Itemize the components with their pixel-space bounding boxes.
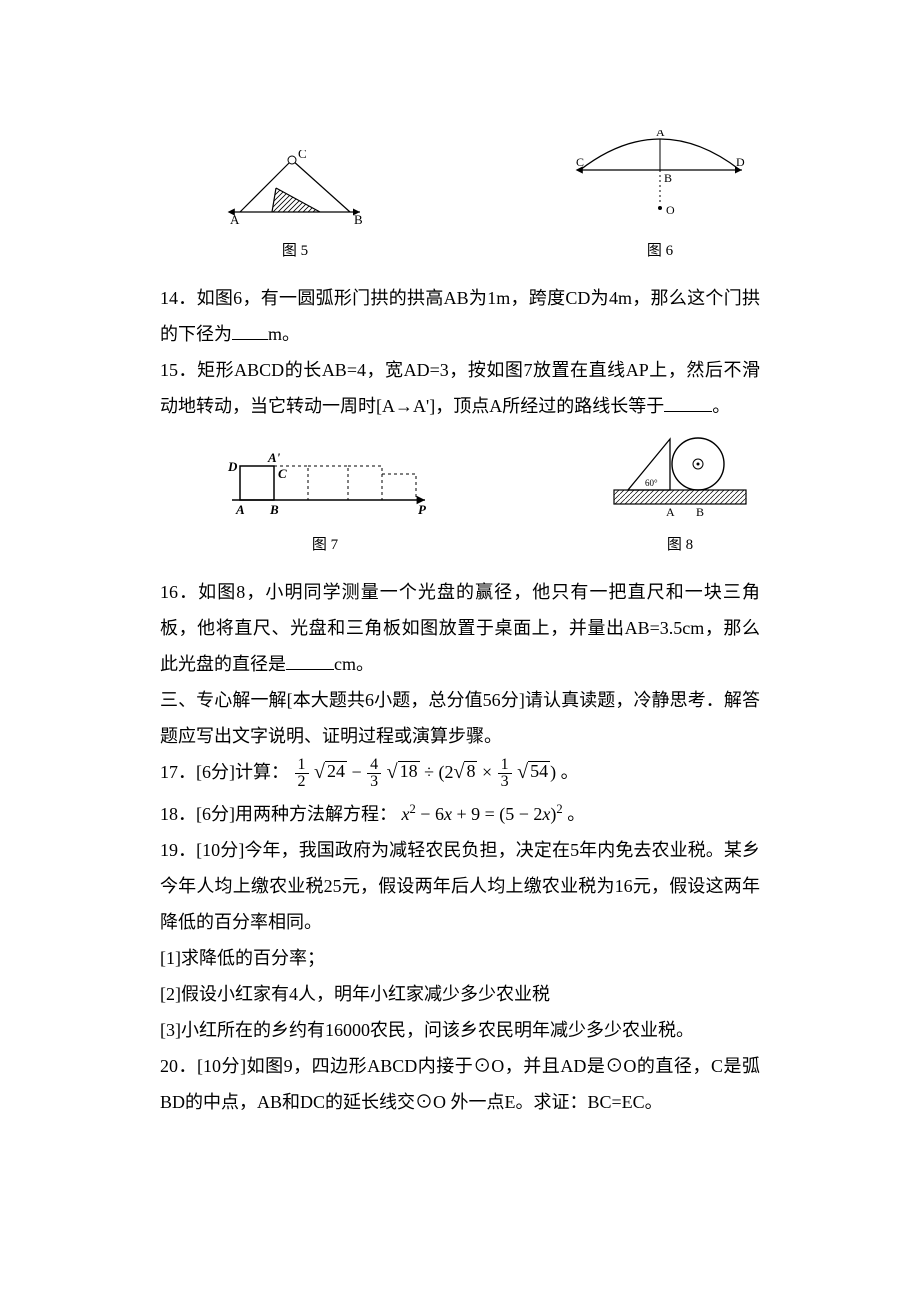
q15-suffix: 。 — [712, 396, 730, 416]
frac-1-2: 12 — [295, 757, 309, 792]
question-17: 17．[6分]计算： 12 √24 − 43 √18 ÷ (2√8 × 13 √… — [160, 754, 760, 791]
fig7-caption: 图 7 — [220, 533, 430, 554]
sqrt-18: √18 — [387, 754, 420, 790]
svg-text:B: B — [354, 212, 363, 227]
svg-text:B: B — [269, 502, 279, 517]
svg-text:60°: 60° — [645, 478, 658, 488]
svg-text:B: B — [696, 505, 704, 519]
q16-text: 16．如图8，小明同学测量一个光盘的赢径，他只有一把直尺和一块三角板，他将直尺、… — [160, 582, 760, 674]
section-3-heading: 三、专心解一解[本大题共6小题，总分值56分]请认真读题，冷静思考．解答题应写出… — [160, 682, 760, 754]
svg-text:D: D — [736, 155, 745, 169]
fig6-svg: A B C D O — [570, 130, 750, 230]
question-19-part3: [3]小红所在的乡约有16000农民，问该乡农民明年减少多少农业税。 — [160, 1012, 760, 1048]
fig5-svg: A B C — [220, 150, 370, 230]
figure-8: 60° A B 图 8 — [610, 434, 750, 554]
fig6-caption: 图 6 — [570, 239, 750, 260]
question-14: 14．如图6，有一圆弧形门拱的拱高AB为1m，跨度CD为4m，那么这个门拱的下径… — [160, 280, 760, 352]
sqrt-8: √8 — [454, 754, 478, 790]
figure-row-7-8: D A' C A B P 图 7 60° — [160, 434, 760, 554]
figure-5: A B C 图 5 — [220, 150, 370, 260]
q16-suffix: cm。 — [334, 654, 374, 674]
fig7-svg: D A' C A B P — [220, 444, 430, 524]
svg-text:P: P — [418, 502, 427, 517]
fig5-caption: 图 5 — [220, 239, 370, 260]
q14-suffix: m。 — [268, 324, 300, 344]
figure-row-5-6: A B C 图 5 A B C D O 图 6 — [160, 130, 760, 260]
question-15: 15．矩形ABCD的长AB=4，宽AD=3，按如图7放置在直线AP上，然后不滑动… — [160, 352, 760, 424]
svg-text:D: D — [227, 459, 238, 474]
svg-text:A: A — [235, 502, 245, 517]
q15-blank — [664, 391, 712, 412]
q14-blank — [232, 319, 268, 340]
fig8-svg: 60° A B — [610, 434, 750, 524]
q16-blank — [286, 649, 334, 670]
figure-6: A B C D O 图 6 — [570, 130, 750, 260]
figure-7: D A' C A B P 图 7 — [220, 444, 430, 554]
svg-text:C: C — [576, 155, 584, 169]
svg-text:A': A' — [267, 450, 281, 465]
svg-text:O: O — [666, 203, 675, 217]
q17-prefix: 17．[6分]计算： — [160, 762, 289, 782]
question-20: 20．[10分]如图9，四边形ABCD内接于⊙O，并且AD是⊙O的直径，C是弧B… — [160, 1048, 760, 1120]
sqrt-54: √54 — [517, 754, 550, 790]
sqrt-24: √24 — [314, 754, 347, 790]
question-16: 16．如图8，小明同学测量一个光盘的赢径，他只有一把直尺和一块三角板，他将直尺、… — [160, 574, 760, 682]
q18-prefix: 18．[6分]用两种方法解方程： — [160, 804, 397, 824]
svg-text:A: A — [666, 505, 675, 519]
question-19-part2: [2]假设小红家有4人，明年小红家减少多少农业税 — [160, 976, 760, 1012]
question-18: 18．[6分]用两种方法解方程： x2 − 6x + 9 = (5 − 2x)2… — [160, 791, 760, 832]
question-19-part1: [1]求降低的百分率； — [160, 940, 760, 976]
frac-1-3: 13 — [498, 757, 512, 792]
frac-4-3: 43 — [367, 757, 381, 792]
svg-text:C: C — [298, 150, 307, 161]
q18-suffix: 。 — [567, 804, 585, 824]
svg-text:B: B — [664, 171, 672, 185]
q18-expr: x2 − 6x + 9 = (5 − 2x)2 — [402, 804, 563, 824]
exam-page: A B C 图 5 A B C D O 图 6 14．如图6，有一圆弧形 — [0, 0, 920, 1180]
svg-text:C: C — [278, 466, 287, 481]
svg-text:A: A — [230, 212, 240, 227]
q17-suffix: 。 — [561, 762, 579, 782]
question-19-intro: 19．[10分]今年，我国政府为减轻农民负担，决定在5年内免去农业税。某乡今年人… — [160, 832, 760, 940]
svg-text:A: A — [656, 130, 665, 139]
fig8-caption: 图 8 — [610, 533, 750, 554]
